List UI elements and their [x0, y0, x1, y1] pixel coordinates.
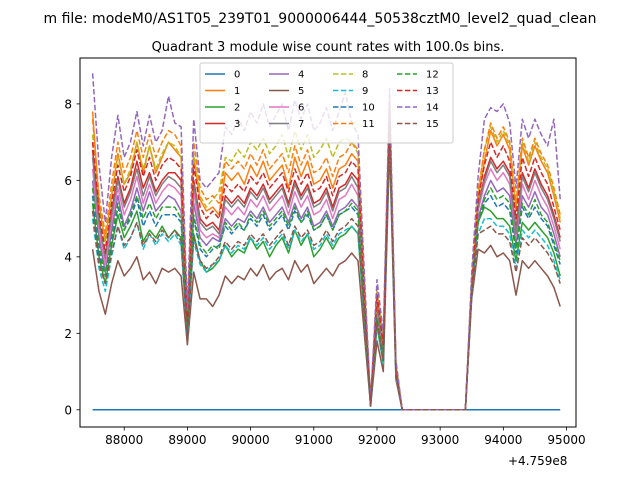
series-line-6	[91, 114, 561, 411]
legend-label-9: 9	[362, 86, 368, 97]
axes: 88000 89000 90000 91000 92000 93000 94000 95000…	[64, 97, 585, 447]
legend-label-3: 3	[234, 119, 240, 130]
legend-box	[199, 62, 454, 144]
legend-label-12: 12	[426, 70, 439, 81]
x-tick-label: 91000	[295, 433, 333, 447]
legend-label-13: 13	[426, 86, 439, 97]
x-offset-label: +4.759e8	[508, 454, 567, 468]
series-line-7	[91, 110, 561, 411]
y-tick-label: 2	[64, 327, 72, 341]
x-tick-label: 95000	[547, 433, 585, 447]
series-line-1	[91, 103, 561, 411]
legend-label-11: 11	[362, 119, 375, 130]
legend-label-5: 5	[298, 86, 304, 97]
legend-label-6: 6	[298, 103, 304, 114]
y-tick-label: 6	[64, 174, 72, 188]
series-line-2	[91, 129, 561, 411]
legend-label-0: 0	[234, 70, 240, 81]
legend-label-8: 8	[362, 70, 368, 81]
legend-label-2: 2	[234, 103, 240, 114]
x-tick-label: 94000	[484, 433, 522, 447]
x-tick-label: 92000	[358, 433, 396, 447]
series-line-5	[91, 145, 561, 411]
legend-label-1: 1	[234, 86, 240, 97]
legend-label-7: 7	[298, 119, 304, 130]
x-tick-label: 90000	[232, 433, 270, 447]
x-tick-label: 89000	[168, 433, 206, 447]
series-line-13	[91, 106, 561, 411]
plot-frame	[79, 57, 577, 428]
legend-label-10: 10	[362, 103, 375, 114]
series-line-9	[91, 129, 561, 411]
legend-label-14: 14	[426, 103, 439, 114]
series-line-12	[91, 122, 561, 411]
figure-suptitle: m file: modeM0/AS1T05_239T01_9000006444_…	[43, 11, 596, 27]
y-tick-label: 0	[64, 403, 72, 417]
chart-title: Quadrant 3 module wise count rates with …	[152, 40, 505, 55]
y-tick-label: 4	[64, 250, 72, 264]
series-line-15	[91, 126, 561, 411]
x-tick-label: 88000	[105, 433, 143, 447]
y-tick-label: 8	[64, 97, 72, 111]
legend-label-4: 4	[298, 70, 304, 81]
x-tick-label: 93000	[421, 433, 459, 447]
series-line-3	[91, 110, 561, 411]
legend-label-15: 15	[426, 119, 439, 130]
series-line-11	[91, 99, 561, 411]
series-line-4	[91, 118, 561, 411]
